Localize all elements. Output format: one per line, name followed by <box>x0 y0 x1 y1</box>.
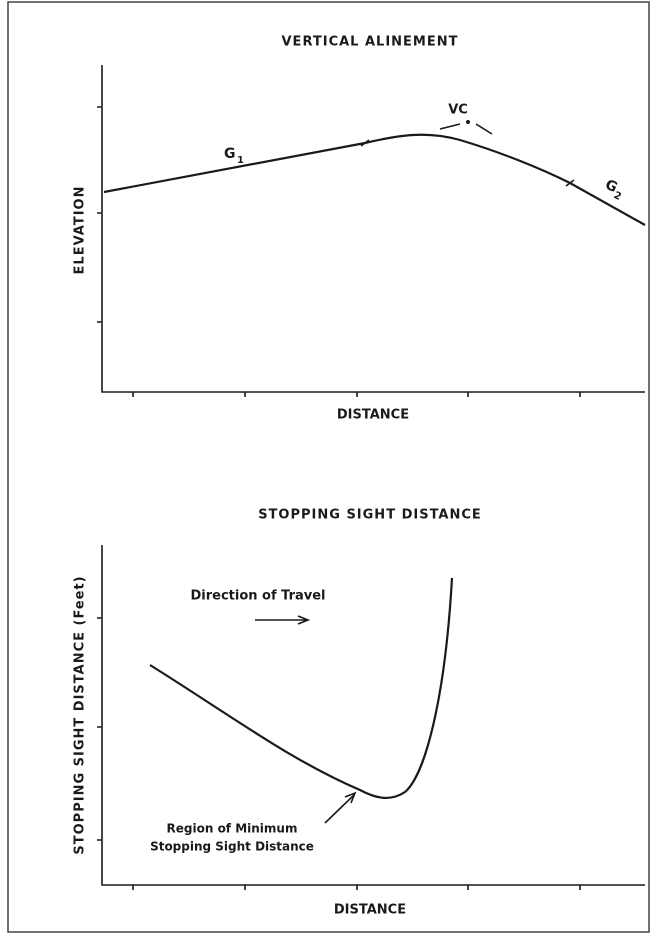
ticks <box>97 106 581 397</box>
bottom-title: STOPPING SIGHT DISTANCE <box>258 508 482 523</box>
pvi-dot <box>466 120 470 124</box>
direction-arrow <box>255 615 311 625</box>
curve-points <box>360 139 575 187</box>
g2: G 2 <box>603 177 623 203</box>
vc-marks <box>439 123 493 135</box>
bottom-axes <box>97 545 645 890</box>
axis <box>101 65 645 393</box>
axis <box>101 545 645 886</box>
g1-subscript: 1 <box>237 155 244 166</box>
bottom-y-label: STOPPING SIGHT DISTANCE (Feet) <box>73 575 88 854</box>
top-y-label: ELEVATION <box>73 186 88 275</box>
top-x-label: DISTANCE <box>337 408 409 423</box>
g2-subscript: 2 <box>612 190 623 203</box>
vc-label: VC <box>448 103 468 118</box>
bottom-x-label: DISTANCE <box>334 903 406 918</box>
ssd-curve <box>149 577 454 799</box>
ticks <box>97 617 581 890</box>
profile-curve <box>103 133 646 226</box>
region-label-2: Stopping Sight Distance <box>150 840 314 854</box>
region-arrow <box>324 791 357 824</box>
top-title: VERTICAL ALINEMENT <box>282 35 459 50</box>
region-label-1: Region of Minimum <box>167 822 298 836</box>
direction-label: Direction of Travel <box>190 589 325 604</box>
frame <box>7 1 650 933</box>
g1-letter: G <box>224 146 236 162</box>
top-axes <box>97 65 645 397</box>
